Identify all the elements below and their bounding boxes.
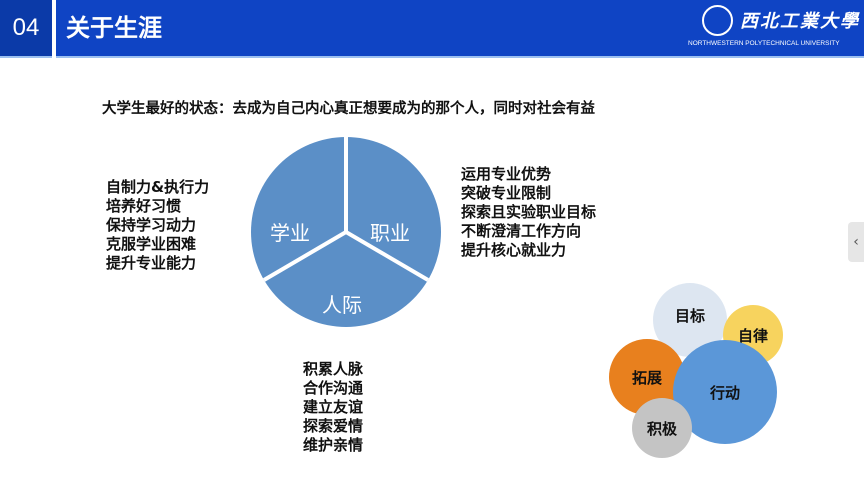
list-item: 探索爱情 [303, 417, 364, 435]
divider [52, 0, 56, 60]
list-item: 积累人脉 [303, 360, 364, 378]
headline: 大学生最好的状态：去成为自己内心真正想要成为的那个人，同时对社会有益 [102, 101, 595, 117]
university-logo: 西北工業大學 NORTHWESTERN POLYTECHNICAL UNIVER… [688, 4, 860, 52]
chevron-left-icon: ‹ [853, 234, 859, 250]
list-item: 探索且实验职业目标 [461, 203, 597, 221]
list-item: 提升核心就业力 [461, 241, 567, 259]
list-item: 运用专业优势 [461, 165, 552, 183]
logo-name: 西北工業大學 [740, 11, 860, 32]
pie-label-career: 职业 [370, 221, 410, 245]
list-item: 建立友谊 [303, 398, 364, 416]
pie-label-social: 人际 [322, 293, 362, 317]
academic-list: 自制力&执行力 培养好习惯 保持学习动力 克服学业困难 提升专业能力 [106, 178, 209, 273]
list-item: 自制力&执行力 [106, 178, 210, 196]
pie-label-academic: 学业 [270, 221, 310, 245]
side-panel-toggle[interactable]: ‹ [848, 222, 864, 262]
list-item: 不断澄清工作方向 [461, 222, 582, 240]
list-item: 维护亲情 [303, 436, 364, 454]
list-item: 合作沟通 [303, 379, 364, 397]
logo-english: NORTHWESTERN POLYTECHNICAL UNIVERSITY [688, 40, 840, 47]
slide-title: 关于生涯 [66, 14, 162, 42]
list-item: 保持学习动力 [106, 216, 197, 234]
list-item: 克服学业困难 [106, 235, 197, 253]
list-item: 培养好习惯 [106, 197, 182, 215]
bubble-positive: 积极 [632, 398, 692, 458]
slide-header: 04 关于生涯 西北工業大學 NORTHWESTERN POLYTECHNICA… [0, 0, 864, 60]
section-number: 04 [0, 0, 52, 56]
pie-divider [262, 230, 348, 282]
seal-icon [702, 5, 733, 36]
pie-divider [344, 230, 430, 282]
list-item: 提升专业能力 [106, 254, 197, 272]
career-list: 运用专业优势 突破专业限制 探索且实验职业目标 不断澄清工作方向 提升核心就业力 [461, 165, 596, 260]
list-item: 突破专业限制 [461, 184, 552, 202]
social-list: 积累人脉 合作沟通 建立友谊 探索爱情 维护亲情 [303, 360, 363, 455]
